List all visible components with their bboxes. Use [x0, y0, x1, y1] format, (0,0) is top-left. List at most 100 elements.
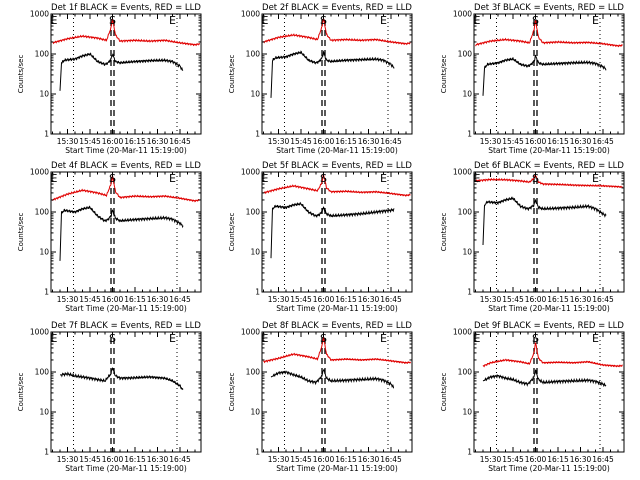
- x-tick-label: 16:00: [102, 137, 124, 146]
- x-tick-label: 15:45: [290, 137, 312, 146]
- x-tick-label: 16:00: [313, 295, 335, 304]
- chart-title: Det 8f BLACK = Events, RED = LLD: [262, 321, 412, 331]
- x-tick-label: 15:45: [79, 137, 101, 146]
- marker-label: S: [109, 172, 116, 185]
- marker-label: S: [532, 172, 539, 185]
- y-axis-label: Counts/sec: [228, 55, 236, 94]
- y-axis-label: Counts/sec: [17, 55, 25, 94]
- x-tick-label: 16:30: [147, 455, 169, 464]
- chart-title: Det 9f BLACK = Events, RED = LLD: [474, 321, 624, 331]
- x-tick-label: 16:45: [592, 295, 614, 304]
- y-tick-label: 1000: [453, 10, 472, 19]
- y-tick-label: 100: [458, 50, 473, 59]
- y-tick-label: 1: [44, 288, 49, 297]
- x-axis-label: Start Time (20-Mar-11 15:19:00): [276, 304, 398, 313]
- x-tick-label: 16:45: [380, 295, 402, 304]
- x-tick-label: 16:15: [547, 455, 569, 464]
- x-axis-label: Start Time (20-Mar-11 15:19:00): [488, 304, 610, 313]
- x-axis-label: Start Time (20-Mar-11 15:19:00): [65, 146, 187, 155]
- x-tick-label: 16:45: [169, 295, 191, 304]
- marker-label: E: [169, 172, 176, 185]
- chart-title: Det 3f BLACK = Events, RED = LLD: [474, 3, 624, 13]
- chart-title: Det 6f BLACK = Events, RED = LLD: [474, 161, 624, 171]
- y-tick-label: 1000: [30, 10, 49, 19]
- y-tick-label: 1000: [241, 168, 260, 177]
- x-axis-label: Start Time (20-Mar-11 15:19:00): [65, 464, 187, 473]
- y-tick-label: 10: [250, 408, 260, 417]
- events-series-line: [482, 196, 607, 245]
- x-tick-label: 15:30: [480, 455, 502, 464]
- y-tick-label: 1000: [241, 10, 260, 19]
- marker-label: E: [51, 332, 58, 345]
- y-tick-label: 100: [458, 368, 473, 377]
- y-axis-label: Counts/sec: [228, 373, 236, 412]
- x-tick-label: 15:30: [480, 295, 502, 304]
- x-tick-label: 16:15: [124, 137, 146, 146]
- marker-label: S: [320, 172, 327, 185]
- x-axis-label: Start Time (20-Mar-11 15:19:00): [65, 304, 187, 313]
- x-tick-label: 15:45: [502, 295, 524, 304]
- y-tick-label: 100: [35, 368, 50, 377]
- lld-series-line: [482, 342, 623, 368]
- plot-frame: [473, 13, 625, 135]
- marker-label: E: [474, 332, 481, 345]
- events-series-line: [270, 369, 395, 389]
- plot-frame: [50, 13, 202, 135]
- events-series-line: [482, 369, 607, 388]
- lld-series-line: [263, 173, 411, 197]
- marker-label: E: [380, 172, 387, 185]
- x-tick-label: 16:00: [313, 455, 335, 464]
- x-tick-label: 16:45: [380, 137, 402, 146]
- x-tick-label: 16:30: [358, 137, 380, 146]
- y-axis-label: Counts/sec: [17, 213, 25, 252]
- y-tick-label: 1: [44, 448, 49, 457]
- x-axis-label: Start Time (20-Mar-11 15:19:00): [488, 464, 610, 473]
- y-tick-label: 1: [44, 130, 49, 139]
- x-tick-label: 16:30: [570, 455, 592, 464]
- x-tick-label: 16:45: [592, 137, 614, 146]
- y-axis-label: Counts/sec: [17, 373, 25, 412]
- x-tick-label: 16:30: [358, 455, 380, 464]
- plot-frame: [50, 331, 202, 453]
- x-tick-label: 16:00: [525, 137, 547, 146]
- marker-label: E: [262, 332, 269, 345]
- x-tick-label: 16:15: [547, 137, 569, 146]
- x-axis-label: Start Time (20-Mar-11 15:19:00): [488, 146, 610, 155]
- y-tick-label: 100: [246, 208, 261, 217]
- x-tick-label: 16:00: [102, 455, 124, 464]
- plot-frame: [261, 13, 413, 135]
- events-series-line: [60, 367, 184, 391]
- plot-frame: [473, 171, 625, 293]
- y-axis-label: Counts/sec: [228, 213, 236, 252]
- y-axis-label: Counts/sec: [440, 373, 448, 412]
- x-tick-label: 15:30: [268, 455, 290, 464]
- lld-series-line: [263, 336, 411, 364]
- x-tick-label: 15:45: [79, 455, 101, 464]
- y-tick-label: 100: [246, 50, 261, 59]
- lld-series-line: [263, 18, 411, 46]
- marker-label: S: [109, 332, 116, 345]
- events-series-line: [270, 50, 395, 98]
- x-tick-label: 16:00: [102, 295, 124, 304]
- x-tick-label: 16:00: [313, 137, 335, 146]
- lld-series-line: [52, 174, 200, 203]
- y-tick-label: 100: [458, 208, 473, 217]
- x-tick-label: 16:30: [147, 295, 169, 304]
- y-tick-label: 100: [246, 368, 261, 377]
- x-tick-label: 16:15: [547, 295, 569, 304]
- x-tick-label: 15:45: [290, 295, 312, 304]
- y-axis-label: Counts/sec: [440, 55, 448, 94]
- y-tick-label: 10: [462, 90, 472, 99]
- marker-label: E: [592, 332, 599, 345]
- y-tick-label: 1000: [453, 328, 472, 337]
- plot-frame: [50, 171, 202, 293]
- marker-label: E: [380, 14, 387, 27]
- events-series-line: [59, 52, 184, 91]
- marker-label: E: [262, 172, 269, 185]
- lld-series-line: [52, 18, 200, 47]
- x-tick-label: 16:15: [124, 455, 146, 464]
